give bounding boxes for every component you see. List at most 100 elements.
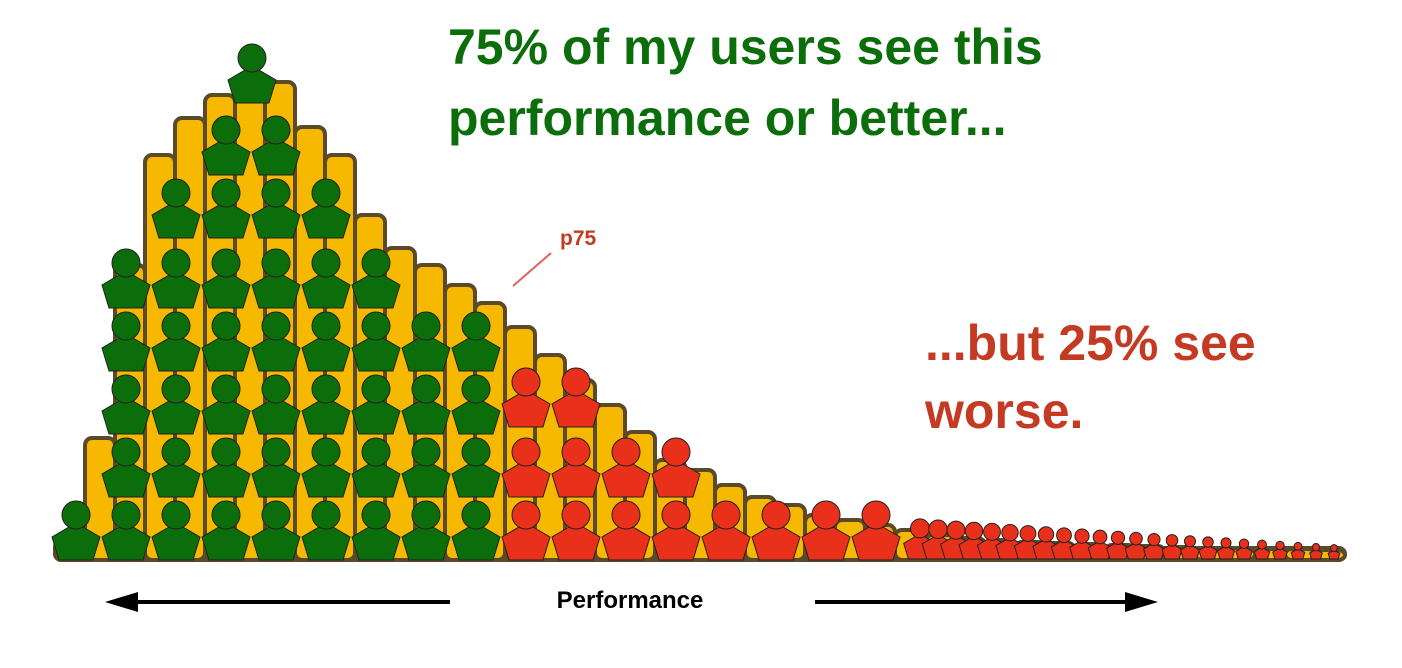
- user-head: [361, 374, 391, 404]
- user-icon: [1253, 539, 1271, 560]
- user-body: [151, 333, 201, 372]
- user-body: [351, 459, 401, 498]
- user-head: [161, 178, 191, 208]
- user-icon: [1216, 537, 1236, 560]
- user-icon: [201, 437, 251, 498]
- user-head: [909, 518, 931, 539]
- user-head: [211, 115, 241, 145]
- user-body: [101, 396, 151, 435]
- user-head: [511, 367, 541, 397]
- p75-pointer: [512, 252, 552, 287]
- user-head: [511, 500, 541, 530]
- user-head: [861, 500, 891, 530]
- user-head: [561, 437, 591, 467]
- user-head: [211, 248, 241, 278]
- user-body: [151, 396, 201, 435]
- user-icon: [251, 374, 301, 435]
- user-icon: [301, 500, 351, 561]
- user-body: [1216, 545, 1236, 560]
- user-body: [151, 459, 201, 498]
- user-body: [851, 522, 901, 561]
- user-body: [451, 333, 501, 372]
- user-body: [251, 333, 301, 372]
- user-head: [261, 374, 291, 404]
- user-body: [301, 396, 351, 435]
- user-icon: [1290, 541, 1306, 560]
- user-icon: [151, 178, 201, 239]
- user-head: [411, 437, 441, 467]
- user-icon: [301, 437, 351, 498]
- user-body: [1327, 549, 1341, 560]
- user-head: [261, 311, 291, 341]
- user-head: [411, 374, 441, 404]
- user-icon: [51, 500, 101, 561]
- user-icon: [1272, 540, 1288, 560]
- user-icon: [301, 178, 351, 239]
- user-icon: [251, 178, 301, 239]
- user-head: [561, 367, 591, 397]
- user-icon: [201, 374, 251, 435]
- user-icon: [1106, 530, 1130, 560]
- user-icon: [1087, 529, 1113, 560]
- user-body: [1179, 543, 1201, 560]
- user-head: [1238, 538, 1250, 550]
- subline-line: worse.: [924, 383, 1083, 439]
- user-icon: [551, 367, 601, 428]
- user-body: [301, 522, 351, 561]
- user-body: [201, 459, 251, 498]
- user-head: [928, 519, 948, 540]
- user-head: [461, 500, 491, 530]
- user-head: [964, 521, 984, 541]
- user-icon: [201, 248, 251, 309]
- user-body: [551, 459, 601, 498]
- user-head: [211, 437, 241, 467]
- user-icon: [151, 437, 201, 498]
- user-icon: [1198, 536, 1218, 560]
- user-icon: [351, 248, 401, 309]
- user-icon: [1124, 531, 1148, 560]
- user-icon: [101, 248, 151, 309]
- user-body: [501, 522, 551, 561]
- user-body: [201, 270, 251, 309]
- user-head: [361, 500, 391, 530]
- user-icon: [251, 437, 301, 498]
- user-body: [401, 396, 451, 435]
- user-body: [801, 522, 851, 561]
- user-icon: [151, 248, 201, 309]
- headline-line: performance or better...: [448, 90, 1007, 146]
- user-body: [1198, 544, 1218, 560]
- user-icon: [251, 115, 301, 176]
- user-body: [451, 522, 501, 561]
- user-icon: [551, 437, 601, 498]
- user-body: [1253, 546, 1271, 560]
- user-head: [461, 437, 491, 467]
- user-icon: [101, 500, 151, 561]
- user-head: [1311, 543, 1321, 552]
- user-head: [61, 500, 91, 530]
- user-head: [1074, 528, 1090, 544]
- user-icon: [201, 115, 251, 176]
- user-body: [351, 333, 401, 372]
- user-body: [251, 270, 301, 309]
- user-body: [1272, 547, 1288, 560]
- user-head: [361, 311, 391, 341]
- user-body: [301, 459, 351, 498]
- user-body: [251, 522, 301, 561]
- user-head: [411, 311, 441, 341]
- user-body: [451, 396, 501, 435]
- user-head: [1129, 531, 1143, 546]
- user-icon: [1179, 535, 1201, 560]
- user-body: [501, 459, 551, 498]
- user-icon: [201, 311, 251, 372]
- user-head: [311, 248, 341, 278]
- user-icon: [301, 311, 351, 372]
- user-head: [1330, 544, 1338, 552]
- user-icon: [351, 374, 401, 435]
- user-head: [161, 500, 191, 530]
- user-icon: [1327, 544, 1341, 560]
- user-body: [751, 522, 801, 561]
- user-body: [51, 522, 101, 561]
- user-icon: [101, 437, 151, 498]
- user-icon: [701, 500, 751, 561]
- user-head: [1092, 529, 1108, 545]
